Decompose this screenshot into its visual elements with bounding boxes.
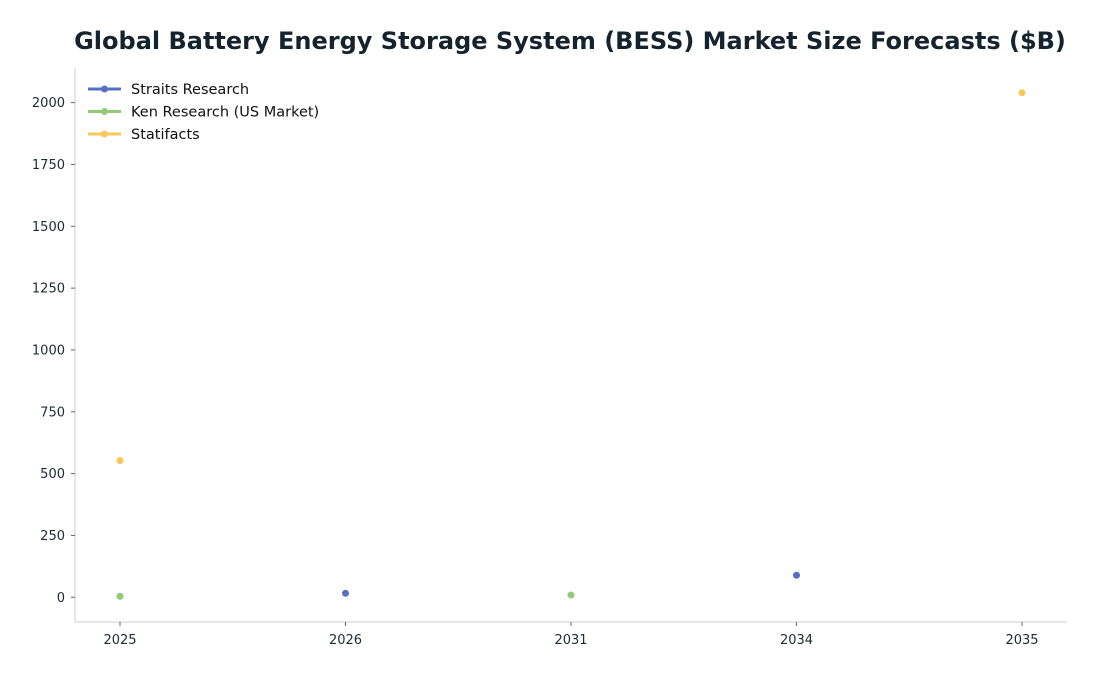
chart-title: Global Battery Energy Storage System (BE… (74, 27, 1066, 55)
y-tick-label: 750 (40, 405, 65, 420)
x-tick-label: 2035 (1005, 633, 1038, 648)
data-point (116, 592, 124, 600)
x-tick-label: 2025 (103, 633, 136, 648)
legend-marker (101, 85, 108, 93)
y-tick-label: 250 (40, 529, 65, 544)
legend-item: Ken Research (US Market) (88, 105, 319, 121)
legend-marker (101, 130, 108, 138)
y-tick-label: 0 (57, 591, 65, 606)
x-tick-label: 2026 (329, 633, 362, 648)
legend-label: Straits Research (131, 82, 249, 98)
data-point (116, 456, 124, 464)
legend-marker (101, 108, 108, 115)
y-tick-label: 1000 (32, 343, 65, 358)
y-tick-label: 500 (40, 467, 65, 482)
chart-legend: Straits Research Ken Research (US Market)… (88, 82, 319, 143)
chart-axes: 0 250 500 750 1000 1250 1500 1750 2000 2025 2026 20… (32, 68, 1067, 648)
legend-item: Straits Research (88, 82, 249, 98)
data-point (342, 589, 349, 597)
legend-label: Statifacts (131, 127, 200, 143)
y-tick-label: 1750 (32, 158, 65, 173)
data-point (1018, 89, 1026, 97)
legend-label: Ken Research (US Market) (131, 105, 319, 121)
x-tick-label: 2034 (780, 633, 813, 648)
y-tick-label: 2000 (32, 96, 65, 111)
chart-marks (116, 89, 1026, 600)
y-tick-label: 1500 (32, 220, 65, 235)
y-tick-label: 1250 (32, 282, 65, 297)
x-tick-label: 2031 (554, 633, 587, 648)
legend-item: Statifacts (88, 127, 200, 143)
data-point (567, 591, 575, 599)
data-point (793, 571, 800, 579)
